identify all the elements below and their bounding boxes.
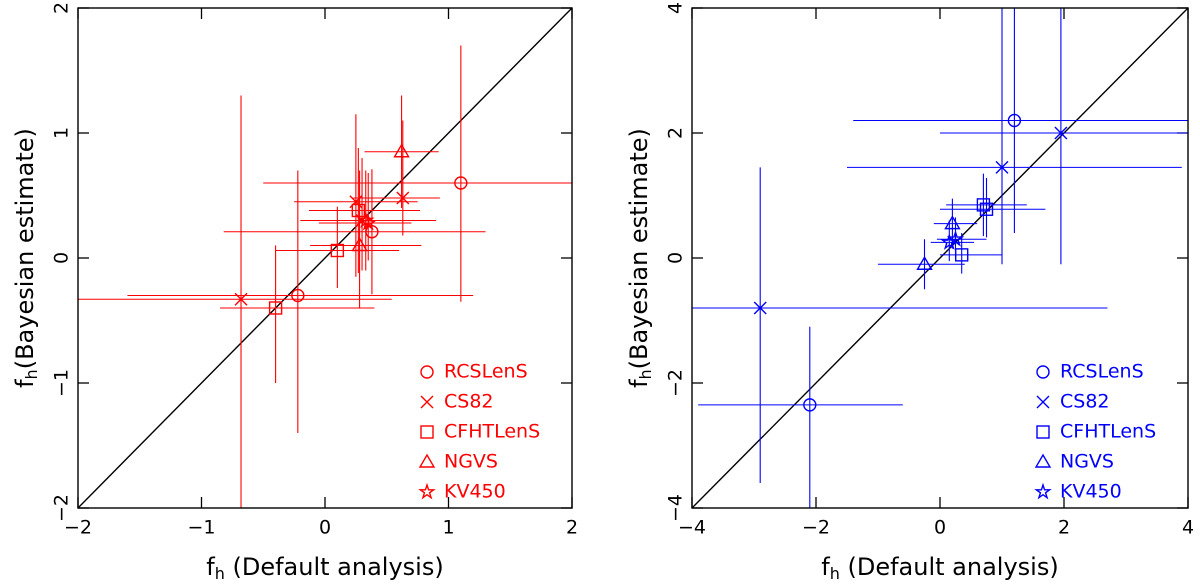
- x-tick-label: 0: [319, 517, 331, 539]
- legend-label: KV450: [1060, 481, 1122, 503]
- legend-label: CS82: [1060, 391, 1110, 413]
- label-sub: h: [636, 369, 655, 379]
- x-tick-label: −1: [187, 517, 215, 539]
- x-tick-label: 2: [566, 517, 578, 539]
- marker-star: [1034, 482, 1052, 500]
- y-tick-label: 0: [51, 252, 73, 264]
- one-to-one-line: [78, 8, 572, 508]
- marker-circle: [291, 288, 305, 303]
- marker-star: [359, 213, 378, 231]
- axes-frame: [691, 7, 1189, 509]
- marker-x: [1036, 395, 1050, 409]
- marker-triangle: [418, 453, 436, 468]
- marker-square: [351, 203, 366, 218]
- legend-label: RCSLenS: [444, 361, 528, 383]
- marker-square: [268, 301, 283, 315]
- legend-label: CFHTLenS: [444, 421, 540, 443]
- marker-circle: [803, 398, 817, 412]
- label-sub: h: [215, 564, 225, 583]
- x-tick-label: −4: [678, 517, 706, 539]
- y-tick-label: −1: [51, 369, 73, 397]
- marker-circle: [454, 176, 468, 190]
- plot-area: [78, 8, 572, 508]
- x-tick-label: 2: [1058, 517, 1070, 539]
- y-axis-label: fh(Bayesian estimate): [11, 128, 41, 388]
- x-tick-label: 4: [1182, 517, 1194, 539]
- marker-triangle: [1034, 453, 1052, 468]
- marker-circle: [1036, 365, 1050, 379]
- marker-x: [234, 292, 248, 306]
- label-main: f: [206, 553, 215, 581]
- y-tick-label: 2: [51, 2, 73, 14]
- y-tick-label: −2: [665, 369, 687, 397]
- label-main: f: [11, 379, 39, 388]
- legend-label: RCSLenS: [1060, 361, 1144, 383]
- label-sub: h: [22, 369, 41, 379]
- one-to-one-line: [692, 8, 1188, 508]
- x-tick-label: 0: [934, 517, 946, 539]
- y-tick-label: 2: [665, 127, 687, 139]
- marker-square: [330, 243, 345, 258]
- x-tick-label: −2: [64, 517, 92, 539]
- x-axis-label: fh (Default analysis): [821, 553, 1058, 583]
- marker-triangle: [393, 143, 410, 158]
- legend-label: KV450: [444, 481, 506, 503]
- y-tick-label: 0: [665, 252, 687, 264]
- y-axis-label: fh(Bayesian estimate): [625, 128, 655, 388]
- label-rest: (Bayesian estimate): [625, 128, 653, 369]
- marker-square: [979, 202, 994, 216]
- marker-circle: [1007, 113, 1022, 128]
- label-sub: h: [830, 564, 840, 583]
- label-main: f: [821, 553, 830, 581]
- marker-x: [1054, 126, 1068, 140]
- x-tick-label: −2: [802, 517, 830, 539]
- label-main: f: [625, 379, 653, 388]
- axes-frame: [77, 7, 573, 509]
- marker-x: [420, 395, 434, 409]
- label-rest: (Bayesian estimate): [11, 128, 39, 369]
- x-axis-label: fh (Default analysis): [206, 553, 443, 583]
- y-tick-label: −4: [665, 494, 687, 522]
- marker-square: [1036, 425, 1050, 439]
- marker-circle: [420, 365, 434, 379]
- marker-star: [940, 233, 959, 250]
- legend-label: CS82: [444, 391, 494, 413]
- marker-x: [396, 191, 410, 205]
- marker-x: [995, 160, 1009, 174]
- legend-label: CFHTLenS: [1060, 421, 1156, 443]
- marker-x: [753, 301, 767, 315]
- y-tick-label: 4: [665, 2, 687, 14]
- label-rest: (Default analysis): [840, 553, 1059, 581]
- marker-star: [418, 482, 436, 500]
- x-tick-label: 1: [442, 517, 454, 539]
- legend-label: NGVS: [444, 451, 498, 473]
- marker-square: [420, 425, 434, 439]
- y-tick-label: 1: [51, 127, 73, 139]
- y-tick-label: −2: [51, 494, 73, 522]
- plot-area: [692, 8, 1188, 508]
- marker-triangle: [916, 255, 933, 270]
- label-rest: (Default analysis): [225, 553, 444, 581]
- legend-label: NGVS: [1060, 451, 1114, 473]
- marker-star: [946, 230, 965, 247]
- marker-square: [976, 198, 991, 212]
- marker-triangle: [351, 237, 368, 252]
